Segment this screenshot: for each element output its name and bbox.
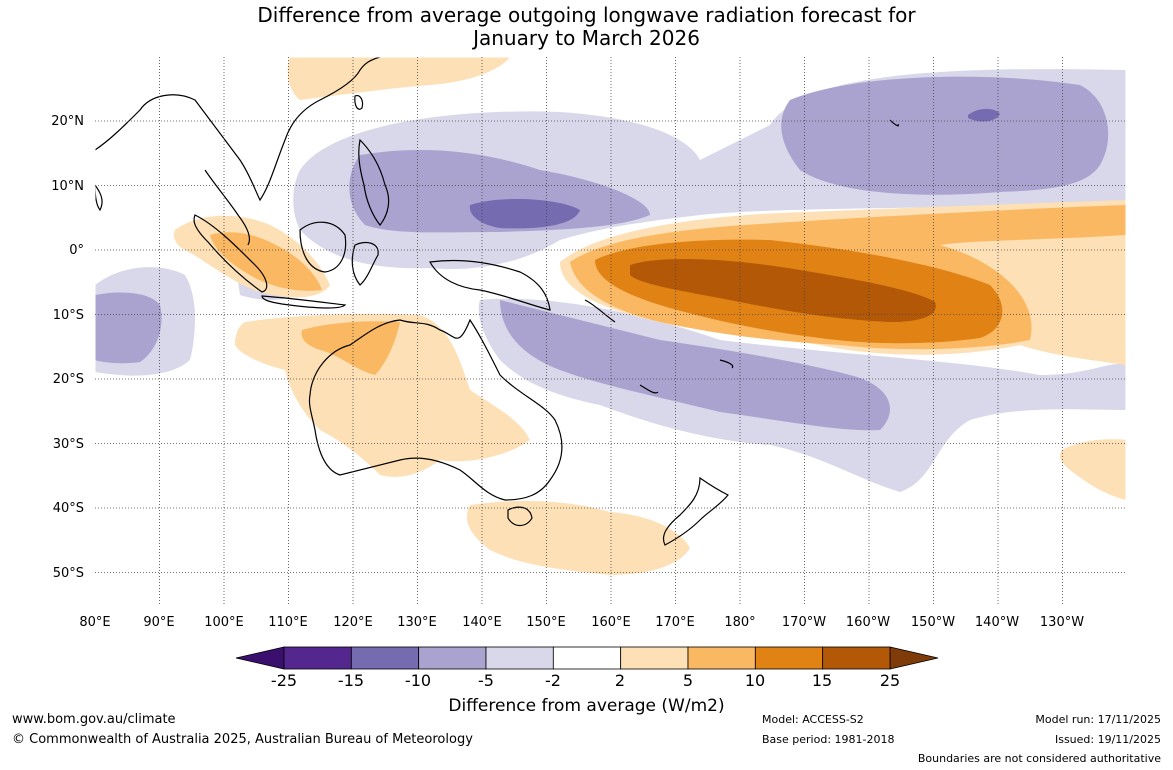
lon-label: 100°E [204,615,244,630]
lat-label: 10°S [53,308,84,323]
anomaly-region-pacific-strongest [630,258,936,322]
lon-label: 170°E [655,615,695,630]
anomaly-region-north-pacific-light-orange [287,57,510,100]
copyright-notice: © Commonwealth of Australia 2025, Austra… [12,732,473,747]
coastline-borneo [299,221,347,273]
anomaly-region-indian-ocean-medium [95,292,162,364]
colorbar-tick-label: 25 [880,671,900,690]
anomaly-region-indonesia-orange [210,232,322,291]
colorbar-under-arrow [235,646,285,670]
anomaly-region-northwest-australia-orange [301,321,400,375]
anomaly-region-north-pacific-dark [968,108,1000,122]
coastline-australia [308,318,563,501]
lon-label: 130°E [397,615,437,630]
colorbar-swatch [822,646,891,670]
anomaly-region-philippine-sea-dark [469,198,580,229]
lon-label: 110°E [268,615,308,630]
anomaly-region-north-pacific-medium [781,76,1109,195]
lon-label: 170°W [782,615,826,630]
colorbar-swatch [485,646,554,670]
colorbar-swatch [418,646,487,670]
lon-label: 130°W [1040,615,1084,630]
lat-label: 20°N [51,114,84,129]
lon-label: 150°W [911,615,955,630]
coastline-tasmania [507,506,533,527]
coastlines [95,57,900,546]
coastline-sulawesi [351,241,379,286]
colorbar-tick-label: 5 [683,671,693,690]
colorbar-over-arrow [889,646,939,670]
coastline-sumatra [193,214,268,293]
coastline-taiwan [354,95,364,110]
colorbar-swatch [620,646,689,670]
colorbar-swatch [283,646,352,670]
lat-label: 10°N [51,179,84,194]
lat-label: 20°S [53,372,84,387]
lon-label: 160°W [846,615,890,630]
colorbar-tick-label: 15 [812,671,832,690]
coastline-pacific-islands [584,119,900,394]
coastline-malay-peninsula [204,169,251,246]
lon-label: 120°E [333,615,373,630]
lon-label: 140°E [462,615,502,630]
base-period: Base period: 1981-2018 [762,733,895,746]
colorbar-swatch [687,646,756,670]
colorbar-swatch [754,646,824,670]
colorbar-tick-label: -10 [405,671,431,690]
anomaly-region-southern-ocean-light-orange [466,500,690,575]
lat-label: 0° [69,243,84,258]
anomaly-region-coral-sea-medium [500,300,890,431]
coastline-java [261,295,347,309]
lon-label: 140°W [975,615,1019,630]
lat-label: 30°S [53,437,84,452]
colorbar-tick-label: 10 [745,671,765,690]
coastline-new-zealand [662,476,729,546]
chart-title: Difference from average outgoing longwav… [0,4,1173,50]
colorbar-title: Difference from average (W/m2) [448,696,725,716]
model-run-date: Model run: 17/11/2025 [1035,713,1161,726]
colorbar-tick-label: -2 [545,671,561,690]
model-name: Model: ACCESS-S2 [762,713,864,726]
colorbar: -25 -15 -10 -5 -2 2 5 10 15 25 [235,646,939,690]
lon-label: 80°E [79,615,110,630]
lat-label: 40°S [53,501,84,516]
colorbar-tick-label: -5 [478,671,494,690]
coastline-asia-mainland [95,57,381,202]
lon-label: 90°E [143,615,174,630]
coastline-new-guinea [429,259,551,311]
lon-label: 160°E [591,615,631,630]
title-line-1: Difference from average outgoing longwav… [257,3,916,27]
coastline-philippines [358,138,390,226]
anomaly-region-east-pacific-south-light-orange [1060,439,1126,500]
title-line-2: January to March 2026 [473,26,700,50]
issued-date: Issued: 19/11/2025 [1054,733,1161,746]
lon-label: 150°E [526,615,566,630]
graticule [95,57,1126,605]
website-link[interactable]: www.bom.gov.au/climate [12,712,176,727]
map-frame [94,56,1127,606]
lon-label: 180° [724,615,755,630]
colorbar-tick-label: -25 [271,671,297,690]
colorbar-swatch [350,646,420,670]
anomaly-region-australia-light-orange [235,313,530,477]
colorbar-tick-label: -15 [338,671,364,690]
boundaries-disclaimer: Boundaries are not considered authoritat… [917,752,1161,765]
lat-label: 50°S [53,566,84,581]
anomaly-field [95,57,1126,575]
colorbar-tick-label: 2 [615,671,625,690]
colorbar-swatch [552,646,622,670]
